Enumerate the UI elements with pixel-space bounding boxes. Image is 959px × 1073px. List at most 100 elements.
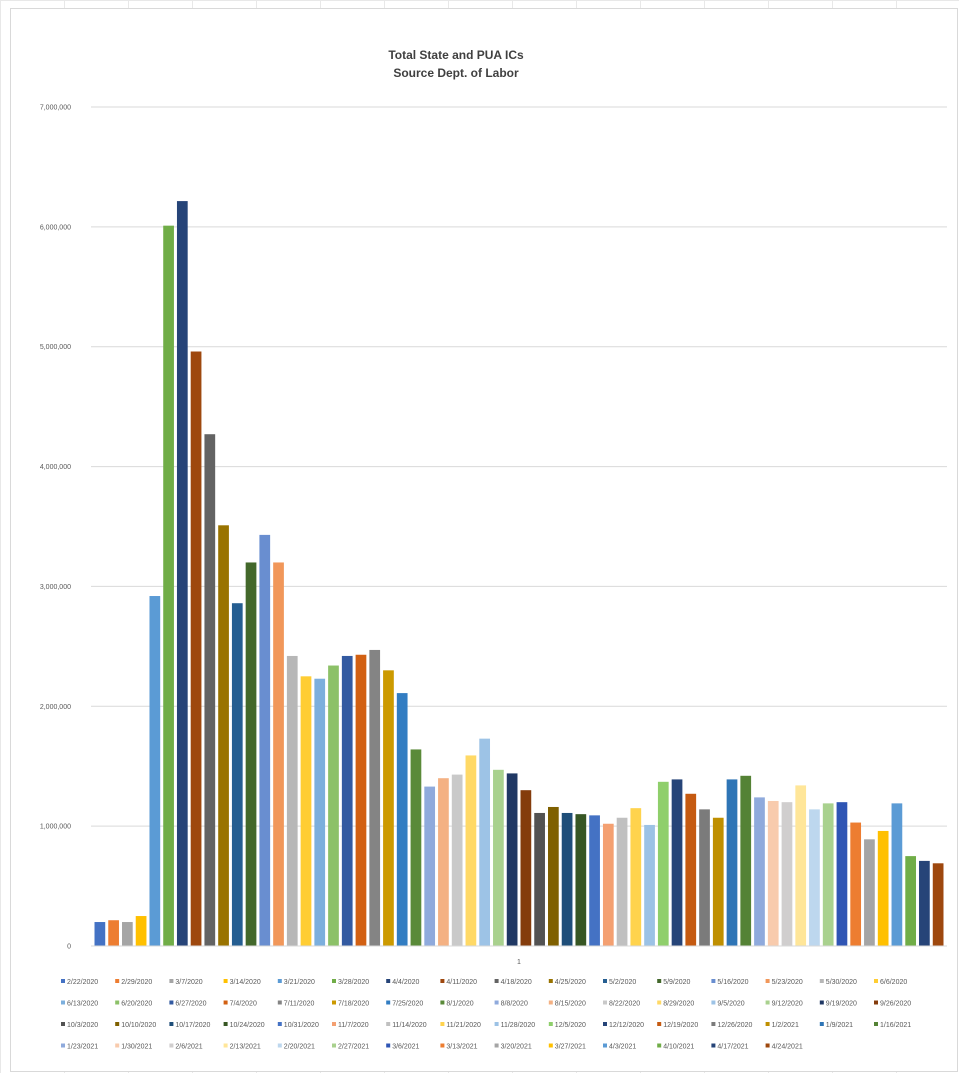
y-tick-label: 7,000,000 xyxy=(40,105,71,112)
legend-item-label: 3/20/2021 xyxy=(501,1044,532,1051)
bar-6-27-2020 xyxy=(341,655,353,946)
bar-2-13-2021 xyxy=(795,785,807,946)
bar-9-12-2020 xyxy=(493,769,504,946)
legend-item-label: 11/7/2020 xyxy=(338,1022,369,1029)
chart-title: Total State and PUA ICs xyxy=(388,48,524,62)
bar-6-20-2020 xyxy=(328,665,339,946)
bar-4-3-2021 xyxy=(891,803,903,946)
legend-swatch xyxy=(603,1022,607,1026)
bar-3-6-2021 xyxy=(836,802,848,946)
bar-6-6-2020 xyxy=(300,676,312,946)
legend-swatch xyxy=(603,1000,607,1005)
bar-7-25-2020 xyxy=(396,693,408,946)
legend-swatch xyxy=(386,1000,391,1005)
legend-swatch xyxy=(494,979,499,983)
legend-swatch xyxy=(386,1022,391,1026)
legend-swatch xyxy=(115,1022,120,1026)
legend-item-label: 6/13/2020 xyxy=(67,1001,98,1008)
legend-item-label: 10/3/2020 xyxy=(67,1022,98,1029)
legend-swatch xyxy=(332,1043,336,1048)
legend-swatch xyxy=(765,1022,770,1026)
legend-item-label: 6/6/2020 xyxy=(880,979,907,986)
legend-swatch xyxy=(874,1022,878,1026)
legend-swatch xyxy=(223,1022,228,1026)
legend-swatch xyxy=(61,1022,65,1026)
legend-swatch xyxy=(440,979,445,983)
legend-item-label: 2/6/2021 xyxy=(175,1044,202,1051)
legend-swatch xyxy=(115,979,120,983)
chart-subtitle: Source Dept. of Labor xyxy=(393,66,519,80)
y-tick-label: 6,000,000 xyxy=(40,224,71,231)
bar-9-19-2020 xyxy=(506,773,518,946)
bar-2-20-2021 xyxy=(809,809,820,946)
legend-swatch xyxy=(169,979,174,983)
bar-10-17-2020 xyxy=(561,812,573,946)
legend-swatch xyxy=(169,1000,174,1005)
legend-swatch xyxy=(277,1043,282,1048)
bar-4-11-2020 xyxy=(190,351,202,946)
legend-item-label: 9/19/2020 xyxy=(826,1001,857,1008)
bar-9-26-2020 xyxy=(520,790,532,946)
y-tick-label: 3,000,000 xyxy=(40,584,71,591)
bar-2-6-2021 xyxy=(781,802,793,946)
bars xyxy=(94,201,944,947)
bar-4-24-2021 xyxy=(932,863,944,946)
bar-7-11-2020 xyxy=(369,649,381,946)
bar-7-18-2020 xyxy=(383,670,394,946)
legend-swatch xyxy=(548,1000,553,1005)
bar-12-5-2020 xyxy=(657,781,669,946)
legend-swatch xyxy=(657,1000,662,1005)
legend-swatch xyxy=(223,1000,228,1005)
legend-swatch xyxy=(223,1043,228,1048)
legend-item-label: 10/10/2020 xyxy=(121,1022,156,1029)
bar-1-23-2021 xyxy=(754,797,765,946)
bar-3-28-2020 xyxy=(163,225,174,946)
legend-item-label: 5/16/2020 xyxy=(717,979,748,986)
legend-item-label: 11/21/2020 xyxy=(446,1022,481,1029)
legend-swatch xyxy=(332,1022,336,1026)
legend-item-label: 6/27/2020 xyxy=(175,1001,206,1008)
bar-11-7-2020 xyxy=(602,823,614,946)
legend-item-label: 1/2/2021 xyxy=(772,1022,799,1029)
bar-10-31-2020 xyxy=(589,815,600,946)
bar-8-15-2020 xyxy=(438,778,449,946)
legend-item-label: 5/9/2020 xyxy=(663,979,690,986)
legend-item-label: 8/8/2020 xyxy=(501,1001,528,1008)
legend-item-label: 7/4/2020 xyxy=(230,1001,257,1008)
legend-item-label: 4/24/2021 xyxy=(772,1044,803,1051)
legend-item-label: 2/29/2020 xyxy=(121,979,152,986)
legend-swatch xyxy=(819,1000,824,1005)
legend-item-label: 3/7/2020 xyxy=(175,979,202,986)
bar-10-24-2020 xyxy=(575,814,587,946)
legend-swatch xyxy=(61,1043,65,1048)
bar-8-1-2020 xyxy=(410,749,422,946)
legend-item-label: 8/15/2020 xyxy=(555,1001,586,1008)
bar-5-2-2020 xyxy=(231,603,243,946)
legend-item-label: 10/17/2020 xyxy=(175,1022,210,1029)
legend-item-label: 8/22/2020 xyxy=(609,1001,640,1008)
legend-swatch xyxy=(386,1043,391,1048)
x-axis-tick-label: 1 xyxy=(517,959,521,966)
legend-item-label: 5/30/2020 xyxy=(826,979,857,986)
legend-item-label: 2/13/2021 xyxy=(230,1044,261,1051)
legend-swatch xyxy=(277,979,282,983)
chart-area[interactable]: 0 1,000,000 2,000,000 3,000,000 4,000,000 5,0… xyxy=(10,8,958,1072)
legend-swatch xyxy=(223,979,228,983)
bar-3-14-2020 xyxy=(135,916,147,946)
bar-3-13-2021 xyxy=(850,822,862,946)
legend-swatch xyxy=(874,1000,878,1005)
legend-item-label: 12/19/2020 xyxy=(663,1022,698,1029)
legend-swatch xyxy=(765,979,770,983)
legend-swatch xyxy=(603,979,607,983)
legend-item-label: 6/20/2020 xyxy=(121,1001,152,1008)
legend-item-label: 11/14/2020 xyxy=(392,1022,427,1029)
bar-4-17-2021 xyxy=(919,860,930,946)
legend-item-label: 12/5/2020 xyxy=(555,1022,586,1029)
bar-11-21-2020 xyxy=(630,808,642,946)
bar-1-30-2021 xyxy=(767,800,779,946)
legend-swatch xyxy=(765,1043,770,1048)
legend-swatch xyxy=(440,1043,445,1048)
legend-item-label: 9/12/2020 xyxy=(772,1001,803,1008)
legend-swatch xyxy=(332,1000,336,1005)
